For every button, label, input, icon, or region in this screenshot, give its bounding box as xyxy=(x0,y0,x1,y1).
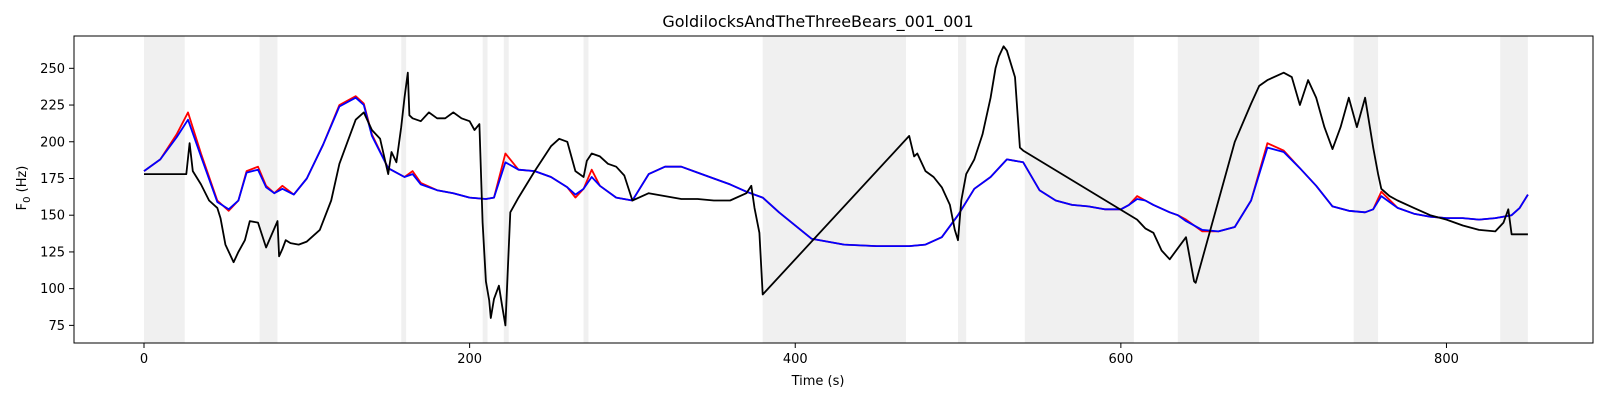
series-layer xyxy=(143,45,1529,327)
y-tick-label: 200 xyxy=(40,135,65,150)
y-tick-label: 75 xyxy=(48,319,65,334)
shaded-region-5 xyxy=(583,36,589,343)
shaded-region-2 xyxy=(401,36,407,343)
shaded-region-0 xyxy=(144,36,185,343)
series-line-1 xyxy=(143,96,1529,248)
shaded-region-10 xyxy=(1353,36,1379,343)
x-tick-label: 800 xyxy=(1434,352,1459,367)
y-tick-label: 250 xyxy=(40,62,65,77)
y-axis-label: F0 (Hz) xyxy=(15,166,33,211)
plot-area-frame xyxy=(73,35,1594,344)
x-tick-label: 200 xyxy=(457,352,482,367)
x-tick-label: 600 xyxy=(1108,352,1133,367)
y-axis-label-unit: (Hz) xyxy=(15,166,30,197)
y-tick-label: 125 xyxy=(40,245,65,260)
y-tick-label: 225 xyxy=(40,99,65,114)
y-axis-label-main: F xyxy=(15,203,30,210)
y-axis-label-subscript: 0 xyxy=(22,197,33,203)
series-line-2 xyxy=(144,45,1528,327)
shaded-region-9 xyxy=(1177,36,1260,343)
y-tick-label: 100 xyxy=(40,282,65,297)
y-axis: 75 100 125 150 175 200 225 250 xyxy=(40,62,74,334)
shaded-region-8 xyxy=(1024,36,1134,343)
x-axis: 0 200 400 600 800 xyxy=(140,343,1459,367)
x-tick-label: 0 xyxy=(140,352,148,367)
x-tick-label: 400 xyxy=(783,352,808,367)
shaded-region-7 xyxy=(958,36,967,343)
y-tick-label: 175 xyxy=(40,172,65,187)
y-tick-label: 150 xyxy=(40,209,65,224)
chart-title: GoldilocksAndTheThreeBears_001_001 xyxy=(662,12,973,32)
shaded-region-4 xyxy=(503,36,509,343)
shaded-region-3 xyxy=(482,36,488,343)
shaded-region-11 xyxy=(1500,36,1528,343)
shaded-region-6 xyxy=(762,36,906,343)
x-axis-label: Time (s) xyxy=(791,374,845,389)
voiceless-shaded-regions xyxy=(144,36,1528,343)
